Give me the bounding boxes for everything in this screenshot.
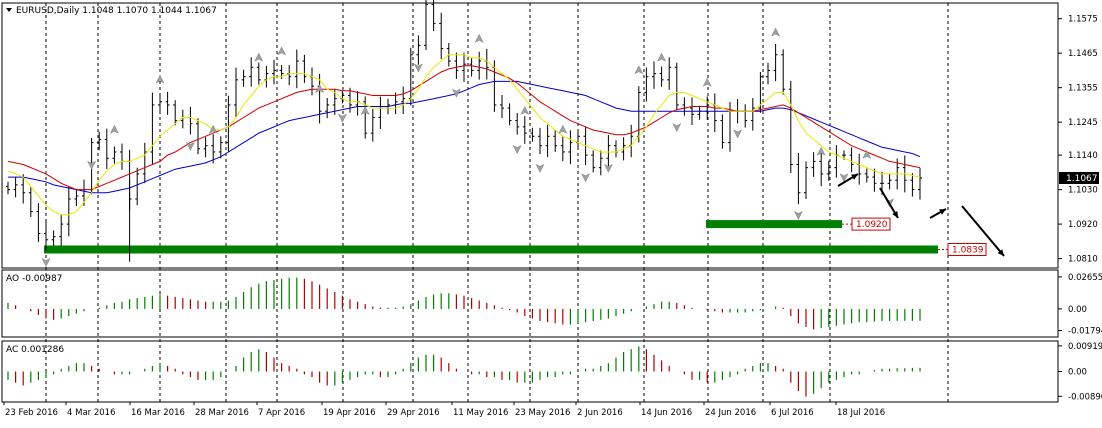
ao-tick-label: 0.00 [1068,305,1087,315]
current-price-label: 1.1067 [1066,174,1098,184]
moving-average-fast [7,54,921,216]
fractal-down-marker [839,173,849,183]
fractal-up-marker [520,105,530,116]
fractal-up-marker [254,52,264,62]
fractal-down-marker [512,144,522,155]
date-tick-label: 18 Jul 2016 [837,408,885,418]
fractal-down-marker [603,163,613,173]
fractal-up-marker [474,33,484,43]
fractal-down-marker [672,123,682,133]
support-level-1-bar [706,220,842,229]
ao-indicator-label: AO -0.00987 [6,274,62,284]
support-level-2-bar [44,245,938,254]
support-level-2-label: 1.0839 [952,245,984,255]
main-chart-label: EURUSD,Daily 1.1048 1.1070 1.1044 1.1067 [16,6,217,16]
ao-tick-label: 0.02655 [1068,273,1102,283]
support-level-1-box [851,217,891,231]
support-level-1-label: 1.0920 [856,220,888,230]
price-tick-label: 1.1465 [1068,49,1098,59]
support-level-2-box [947,242,987,256]
fractal-up-marker [208,124,218,134]
fractal-down-marker [41,257,51,268]
fractal-up-marker [315,83,325,94]
date-tick-label: 14 Jun 2016 [641,408,692,418]
date-tick-label: 6 Jul 2016 [771,408,814,418]
date-tick-label: 19 Apr 2016 [323,408,376,418]
fractal-up-marker [657,52,667,62]
date-tick-label: 7 Apr 2016 [258,408,305,418]
annotation-arrow-1-head [851,174,858,180]
current-price-box [1059,171,1099,184]
ac-tick-label: 0.00 [1068,368,1087,378]
price-tick-label: 1.1245 [1068,118,1098,128]
ac-tick-label: -0.00890 [1068,392,1102,402]
date-tick-label: 24 Jun 2016 [705,408,756,418]
moving-average-mid [7,65,921,191]
annotation-arrow-3-head [939,209,946,215]
date-tick-label: 29 Apr 2016 [387,408,440,418]
date-tick-label: 23 Feb 2016 [5,408,58,418]
price-tick-label: 1.0920 [1068,220,1098,230]
fractal-up-marker [360,105,370,116]
fractal-down-marker [581,173,591,183]
date-tick-label: 2 Jun 2016 [577,408,623,418]
ao-tick-label: -0.01794 [1068,327,1102,337]
price-tick-label: 1.1030 [1068,186,1098,196]
fractal-down-marker [535,163,545,173]
price-tick-label: 1.1355 [1068,84,1098,94]
annotation-arrow-2-head [892,211,898,218]
moving-average-slow [8,80,921,194]
fractal-down-marker [337,113,347,123]
ac-tick-label: 0.009195 [1068,342,1102,352]
fractal-up-marker [634,65,644,75]
annotation-arrow-4-head [997,249,1004,256]
fractal-up-marker [155,74,165,84]
fractal-up-marker [109,124,119,134]
fractal-down-marker [413,63,423,73]
annotation-arrow-4 [961,205,1005,257]
fractal-up-marker [277,46,287,56]
dropdown-triangle-icon[interactable] [6,8,12,12]
date-tick-label: 28 Mar 2016 [195,408,249,418]
date-tick-label: 4 Mar 2016 [67,408,115,418]
fractal-down-marker [87,160,97,170]
price-tick-label: 1.1140 [1068,151,1098,161]
fractal-up-marker [771,27,781,37]
fractal-down-marker [733,129,743,139]
date-tick-label: 23 May 2016 [515,408,570,418]
fractal-up-marker [816,146,826,156]
date-tick-label: 16 Mar 2016 [131,408,185,418]
ac-indicator-label: AC 0.001286 [6,345,64,355]
price-tick-label: 1.1575 [1068,15,1098,25]
fractal-up-marker [702,77,712,87]
fractal-down-marker [185,141,195,151]
fractal-down-marker [451,88,461,98]
date-tick-label: 11 May 2016 [453,408,508,418]
fractal-up-marker [558,124,568,134]
fractal-up-marker [862,149,872,159]
price-tick-label: 1.0810 [1068,255,1098,265]
fractal-down-marker [793,210,803,220]
